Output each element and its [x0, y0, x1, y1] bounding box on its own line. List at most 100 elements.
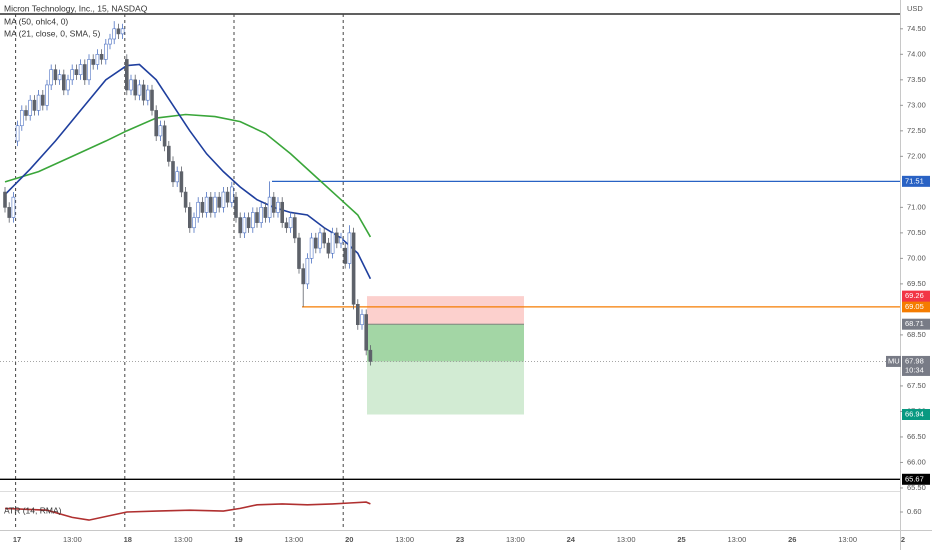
- x-tick-label: 20: [345, 535, 353, 544]
- x-tick-label: 13:00: [395, 535, 414, 544]
- candle-body: [146, 89, 150, 101]
- level-label-bg: [902, 301, 930, 313]
- candle-body: [267, 196, 272, 218]
- candle-body: [179, 171, 184, 193]
- candle-body: [318, 232, 322, 249]
- candle-body: [242, 217, 247, 234]
- candle-body: [326, 242, 331, 254]
- x-tick-label: 13:00: [174, 535, 193, 544]
- candle-body: [7, 207, 11, 218]
- candle-body: [284, 222, 289, 229]
- moving-average: [4, 63, 372, 280]
- entry-label: 68.71: [905, 319, 924, 328]
- candle-body: [83, 64, 87, 81]
- stop-label-bg: [902, 290, 930, 302]
- x-tick-label: 13:00: [838, 535, 857, 544]
- candle-body: [301, 268, 306, 285]
- moving-average: [4, 113, 372, 238]
- y-tick-label: 74.50: [907, 24, 926, 33]
- x-tick-label: 26: [788, 535, 796, 544]
- level-label-bg: [902, 473, 930, 485]
- candle-body: [313, 237, 318, 249]
- candle-body: [116, 28, 121, 35]
- y-tick-label: 74.00: [907, 49, 926, 58]
- last-price: 67.98: [905, 356, 924, 365]
- candle-body: [61, 74, 66, 91]
- candle-body: [137, 84, 142, 96]
- y-tick-label: 66.50: [907, 432, 926, 441]
- level-label-bg: [902, 175, 930, 187]
- candle-body: [209, 196, 213, 213]
- y-tick-label: 67.50: [907, 381, 926, 390]
- candle-body: [158, 125, 163, 137]
- y-tick-label: 72.50: [907, 126, 926, 135]
- candle-body: [347, 232, 352, 264]
- x-tick-label: 24: [567, 535, 576, 544]
- stop-label: 69.26: [905, 291, 924, 300]
- candle-body: [280, 201, 285, 223]
- y-tick-label: 0.60: [907, 507, 922, 516]
- stop-zone: [367, 296, 524, 325]
- atr-line: [4, 501, 371, 521]
- candle-body: [45, 84, 49, 106]
- atr-legend: ATR (14, RMA): [4, 505, 62, 515]
- candle-body: [66, 79, 70, 91]
- candle-body: [171, 161, 175, 183]
- candle-body: [183, 191, 188, 208]
- y-tick-label: 69.50: [907, 279, 926, 288]
- y-tick-label: 71.00: [907, 202, 926, 211]
- candle-body: [28, 99, 33, 116]
- candle-body: [221, 191, 226, 208]
- candle-body: [305, 258, 310, 285]
- open-profit: [367, 324, 524, 362]
- candle-body: [162, 125, 167, 147]
- chart-title: Micron Technology, Inc., 15, NASDAQ: [4, 3, 148, 13]
- x-tick-label: 13:00: [617, 535, 636, 544]
- candle-body: [24, 110, 28, 116]
- candle-body: [167, 145, 171, 162]
- candle-body: [104, 43, 108, 60]
- candle-body: [70, 69, 74, 81]
- candle-body: [246, 217, 251, 229]
- target-label-bg: [902, 408, 930, 420]
- candle-body: [251, 212, 255, 229]
- x-tick-label: 13:00: [284, 535, 303, 544]
- candle-body: [87, 59, 91, 81]
- y-tick-label: 66.00: [907, 457, 926, 466]
- candle-body: [355, 303, 360, 326]
- level-label: 65.67: [905, 474, 924, 483]
- y-tick-label: 68.50: [907, 330, 926, 339]
- y-tick-label: 70.50: [907, 228, 926, 237]
- candle-body: [255, 212, 259, 223]
- candle-body: [225, 191, 230, 203]
- candle-body: [288, 217, 293, 229]
- x-tick-label: 13:00: [63, 535, 82, 544]
- y-tick-label: 73.00: [907, 100, 926, 109]
- candle-body: [78, 64, 83, 76]
- candle-body: [49, 69, 54, 86]
- candle-body: [368, 349, 373, 362]
- y-tick-label: 72.00: [907, 151, 926, 160]
- symbol-bg: [886, 355, 901, 367]
- candle-body: [334, 232, 339, 244]
- candle-body: [57, 74, 62, 81]
- candle-body: [351, 232, 356, 305]
- candle-body: [230, 186, 234, 203]
- x-tick-label: 23: [456, 535, 464, 544]
- countdown: 10:34: [905, 365, 924, 374]
- x-tick-label: 13:00: [727, 535, 746, 544]
- level-label: 69.05: [905, 302, 924, 311]
- last-bg: [902, 355, 930, 376]
- candle-body: [112, 28, 116, 40]
- candle-body: [129, 79, 133, 91]
- candle-body: [196, 201, 200, 218]
- x-tick-label: 17: [13, 535, 21, 544]
- legend-entry: MA (50, ohlc4, 0): [4, 16, 68, 26]
- candle-body: [32, 99, 37, 111]
- x-tick-label: 18: [124, 535, 132, 544]
- candle-body: [11, 196, 16, 218]
- candle-body: [213, 196, 217, 213]
- candle-body: [343, 247, 348, 264]
